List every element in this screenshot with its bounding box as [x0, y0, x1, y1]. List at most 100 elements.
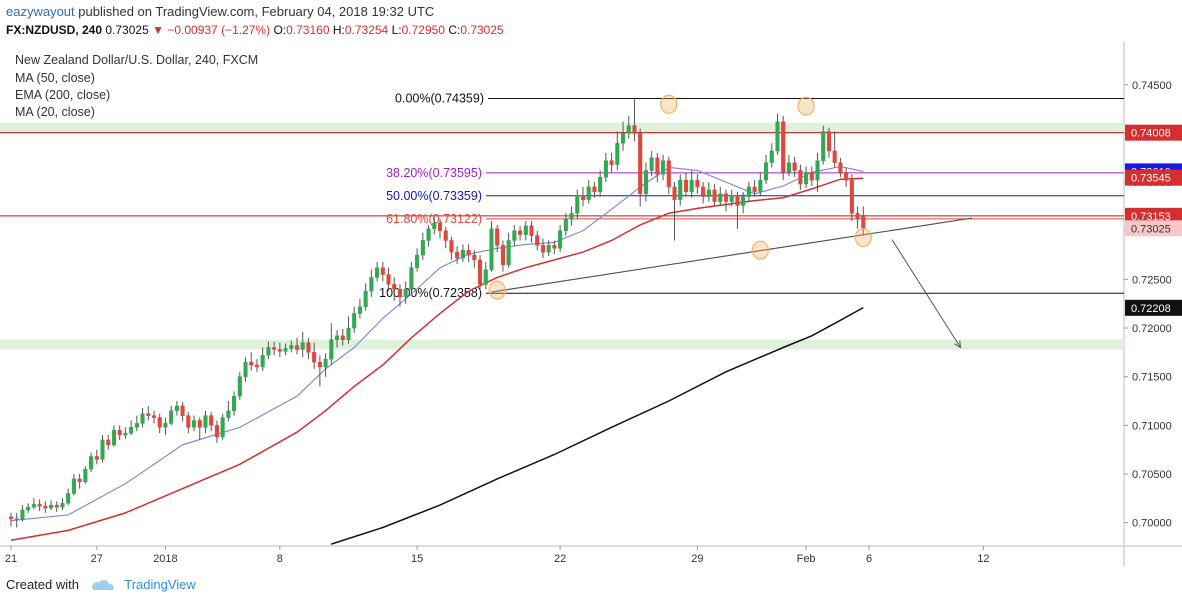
price-axis-label: 0.74500	[1132, 80, 1172, 92]
candle-body	[8, 516, 14, 520]
low-label: L:	[391, 23, 402, 37]
candle-body	[266, 347, 271, 356]
chart-header: eazywayout published on TradingView.com,…	[0, 0, 1182, 44]
candle-body	[849, 179, 854, 214]
candle-body	[375, 267, 380, 278]
time-axis-label: 6	[866, 553, 872, 565]
price-change: −0.00937 (−1.27%)	[167, 23, 271, 37]
candle-body	[769, 150, 774, 163]
candle-body	[151, 415, 157, 418]
tradingview-cloud-icon	[91, 580, 114, 590]
candle-body	[466, 249, 471, 256]
candle-body	[701, 186, 706, 197]
candle-body	[558, 230, 563, 249]
chart-area[interactable]: 0.745000.740000.735000.730000.725000.720…	[0, 41, 1182, 567]
candle-body	[603, 160, 608, 178]
candle-body	[723, 193, 729, 202]
legend-ma20[interactable]: MA (20, close)	[15, 105, 95, 119]
candle-body	[329, 339, 334, 360]
candle-body	[518, 230, 523, 235]
candle-body	[226, 410, 231, 418]
candle-body	[546, 245, 551, 253]
tradingview-brand-link[interactable]: TradingView	[124, 577, 196, 592]
candle-body	[283, 348, 288, 352]
pattern-marker	[797, 96, 815, 116]
author-link[interactable]: eazywayout	[6, 4, 75, 19]
candle-body	[100, 439, 105, 460]
candle-body	[317, 361, 322, 368]
time-axis-label: 22	[554, 553, 566, 565]
fib-level-label: 0.00%(0.74359)	[395, 92, 484, 106]
candle-body	[798, 170, 803, 185]
trendline	[491, 217, 973, 293]
candle-body	[83, 468, 88, 483]
price-axis-label: 0.71500	[1132, 372, 1172, 384]
candle-body	[186, 415, 191, 428]
candle-body	[243, 361, 248, 377]
created-with-label: Created with	[6, 577, 79, 592]
down-arrow-icon: ▼	[152, 23, 164, 37]
candle-body	[712, 189, 717, 202]
published-text: published on TradingView.com, February 0…	[78, 4, 435, 19]
price-chart[interactable]: 0.745000.740000.735000.730000.725000.720…	[0, 41, 1182, 567]
support-zone	[0, 122, 1124, 135]
price-tag	[1125, 299, 1182, 316]
price-tag-label: 0.73545	[1131, 173, 1171, 185]
candle-body	[620, 133, 626, 144]
candle-body	[432, 222, 437, 230]
price-tag-label: 0.73153	[1131, 211, 1171, 223]
candle-body	[695, 179, 700, 188]
candle-body	[340, 335, 345, 340]
time-axis-label: 27	[91, 553, 103, 565]
candle-body	[306, 342, 311, 353]
price-axis-label: 0.72000	[1132, 323, 1172, 335]
price-tag	[1125, 207, 1182, 224]
candle-body	[409, 267, 414, 290]
legend-title: New Zealand Dollar/U.S. Dollar, 240, FXC…	[15, 53, 259, 67]
quote-line: FX:NZDUSD, 240 0.73025 ▼ −0.00937 (−1.27…	[6, 23, 504, 37]
candle-body	[826, 131, 832, 152]
candle-body	[746, 186, 751, 197]
candle-body	[420, 240, 425, 256]
support-zone	[0, 339, 1124, 350]
candle-body	[678, 179, 683, 200]
candle-body	[392, 284, 397, 290]
candle-body	[334, 335, 340, 340]
candle-body	[506, 240, 511, 266]
candle-body	[861, 214, 866, 230]
time-axis-label: Feb	[797, 553, 816, 565]
price-tag-label: 0.72208	[1131, 303, 1171, 315]
price-tag	[1125, 220, 1182, 237]
high-label: H:	[332, 23, 345, 37]
candle-body	[89, 456, 94, 470]
candle-body	[54, 504, 59, 508]
candle-body	[363, 290, 368, 307]
legend-ema200[interactable]: EMA (200, close)	[15, 88, 111, 102]
candle-body	[426, 228, 431, 241]
candle-body	[649, 157, 654, 171]
candle-body	[729, 195, 734, 202]
candle-body	[111, 429, 117, 446]
candle-body	[718, 193, 723, 202]
legend-ma50[interactable]: MA (50, close)	[15, 71, 95, 85]
candle-body	[134, 423, 139, 428]
close-value: 0.73025	[460, 23, 504, 37]
candle-body	[277, 349, 282, 352]
pattern-marker	[751, 240, 769, 260]
candle-body	[249, 361, 254, 366]
symbol-label: FX:NZDUSD, 240	[6, 23, 103, 37]
candle-body	[214, 425, 219, 438]
candle-body	[163, 423, 168, 428]
candle-body	[775, 121, 780, 152]
candle-body	[197, 420, 202, 428]
candle-body	[752, 186, 757, 193]
candle-body	[43, 505, 48, 509]
candle-body	[735, 195, 740, 206]
candle-body	[386, 274, 391, 285]
candle-body	[844, 172, 849, 181]
price-tag-label: 0.74008	[1131, 128, 1171, 140]
candle-body	[529, 225, 534, 236]
candle-body	[123, 432, 128, 436]
candle-body	[741, 196, 746, 206]
time-axis-label: 12	[977, 553, 989, 565]
